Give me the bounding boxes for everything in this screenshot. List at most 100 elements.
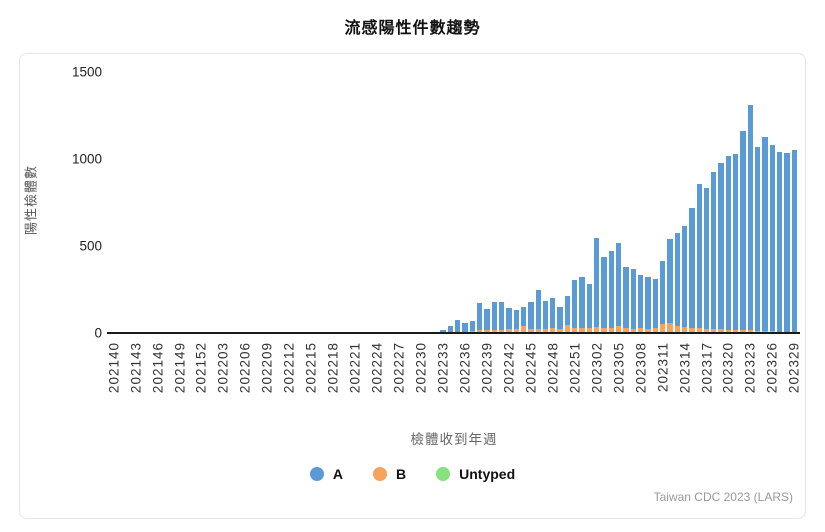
bar-segment-a xyxy=(645,277,651,329)
bar-stack xyxy=(733,71,739,333)
x-tick-label: 202203 xyxy=(215,342,231,394)
bar-segment-a xyxy=(637,275,644,328)
bar-stack xyxy=(725,71,732,333)
bar-segment-b xyxy=(616,326,622,333)
bar-stack xyxy=(111,71,116,333)
y-tick-500: 500 xyxy=(79,238,102,254)
bar-segment-a xyxy=(520,306,527,327)
bar-stack xyxy=(374,71,379,333)
bar-stack xyxy=(711,71,717,333)
legend-item-untyped[interactable]: Untyped xyxy=(436,466,515,482)
bar-stack xyxy=(528,71,534,333)
bar-stack xyxy=(476,71,483,333)
bar-segment-a xyxy=(681,225,688,327)
bar-segment-a xyxy=(674,233,680,327)
bar-stack xyxy=(542,71,549,333)
bar-segment-a xyxy=(462,322,468,332)
bar-stack xyxy=(170,71,175,333)
bar-stack xyxy=(433,71,438,333)
bar-stack xyxy=(579,71,585,333)
bar-segment-b xyxy=(550,327,556,333)
bar-stack xyxy=(293,71,300,333)
x-tick-label: 202233 xyxy=(435,342,451,394)
bar-segment-b xyxy=(623,327,629,333)
bar-stack xyxy=(462,71,468,333)
bar-segment-a xyxy=(630,269,636,329)
legend-label-a: A xyxy=(332,466,343,482)
bar-stack xyxy=(769,71,776,333)
bar-segment-a xyxy=(550,298,556,328)
x-tick-label: 202212 xyxy=(281,342,297,394)
bar-stack xyxy=(513,71,519,333)
bar-stack xyxy=(184,71,189,333)
bar-segment-b xyxy=(645,328,651,333)
bar-segment-a xyxy=(498,302,505,330)
bar-segment-a xyxy=(667,238,673,324)
bar-segment-a xyxy=(484,308,490,330)
bar-stack xyxy=(594,71,600,333)
bar-segment-a xyxy=(703,188,710,329)
bar-stack xyxy=(309,71,314,333)
x-tick-label: 202230 xyxy=(413,342,429,394)
x-tick-label: 202317 xyxy=(699,342,714,394)
bar-stack xyxy=(601,71,607,333)
bar-segment-b xyxy=(733,329,739,333)
bar-stack xyxy=(338,71,343,333)
x-tick-label: 202329 xyxy=(786,342,802,394)
bar-segment-a xyxy=(564,296,571,326)
bar-stack xyxy=(316,71,321,333)
bar-stack xyxy=(557,71,563,333)
bar-stack xyxy=(192,71,197,333)
bar-segment-b xyxy=(484,329,490,333)
bar-segment-a xyxy=(740,131,746,331)
x-tick-label: 202143 xyxy=(128,342,144,394)
bar-stack xyxy=(498,71,505,333)
bar-segment-b xyxy=(630,328,636,333)
bar-stack xyxy=(564,71,571,333)
bar-stack xyxy=(126,71,131,333)
bar-segment-a xyxy=(440,330,446,333)
bar-stack xyxy=(696,71,702,333)
bar-stack xyxy=(791,71,797,333)
bar-stack xyxy=(586,71,593,333)
bar-segment-b xyxy=(659,324,666,333)
x-tick-label: 202323 xyxy=(742,342,758,394)
bar-segment-b xyxy=(696,327,702,333)
bar-segment-b xyxy=(718,328,724,333)
bar-stack xyxy=(323,71,328,333)
bar-stack xyxy=(257,71,262,333)
bar-segment-b xyxy=(637,327,644,333)
legend-item-a[interactable]: A xyxy=(309,466,343,482)
bar-stack xyxy=(148,71,153,333)
bar-stack xyxy=(155,71,160,333)
bar-segment-b xyxy=(572,327,578,333)
bar-segment-b xyxy=(535,328,541,333)
legend-dot-untyped-icon xyxy=(436,467,451,481)
bar-segment-b xyxy=(506,329,512,333)
chart-title: 流感陽性件數趨勢 xyxy=(344,18,481,37)
bar-stack xyxy=(213,71,218,333)
bar-stack xyxy=(484,71,490,333)
bar-stack xyxy=(411,71,416,333)
x-tick-label: 202140 xyxy=(106,342,122,394)
bar-stack xyxy=(520,71,527,333)
bar-segment-b xyxy=(703,328,710,333)
bar-stack xyxy=(250,71,255,333)
x-tick-label: 202149 xyxy=(172,342,188,394)
x-tick-label: 202326 xyxy=(764,342,780,394)
bar-stack xyxy=(550,71,556,333)
bar-segment-a xyxy=(586,284,593,328)
bar-segment-b xyxy=(608,327,614,333)
x-tick-label: 202242 xyxy=(501,342,517,394)
bar-stack xyxy=(469,71,475,333)
bar-segment-a xyxy=(769,145,776,332)
bar-stack xyxy=(740,71,746,333)
legend-item-b[interactable]: B xyxy=(373,466,406,482)
x-tick-label: 202215 xyxy=(303,342,319,394)
bar-stack xyxy=(301,71,306,333)
bar-segment-a xyxy=(616,243,622,327)
bar-segment-b xyxy=(667,323,673,333)
bar-segment-a xyxy=(777,152,783,332)
bar-segment-a xyxy=(506,307,512,330)
x-tick-label: 202218 xyxy=(325,342,341,394)
